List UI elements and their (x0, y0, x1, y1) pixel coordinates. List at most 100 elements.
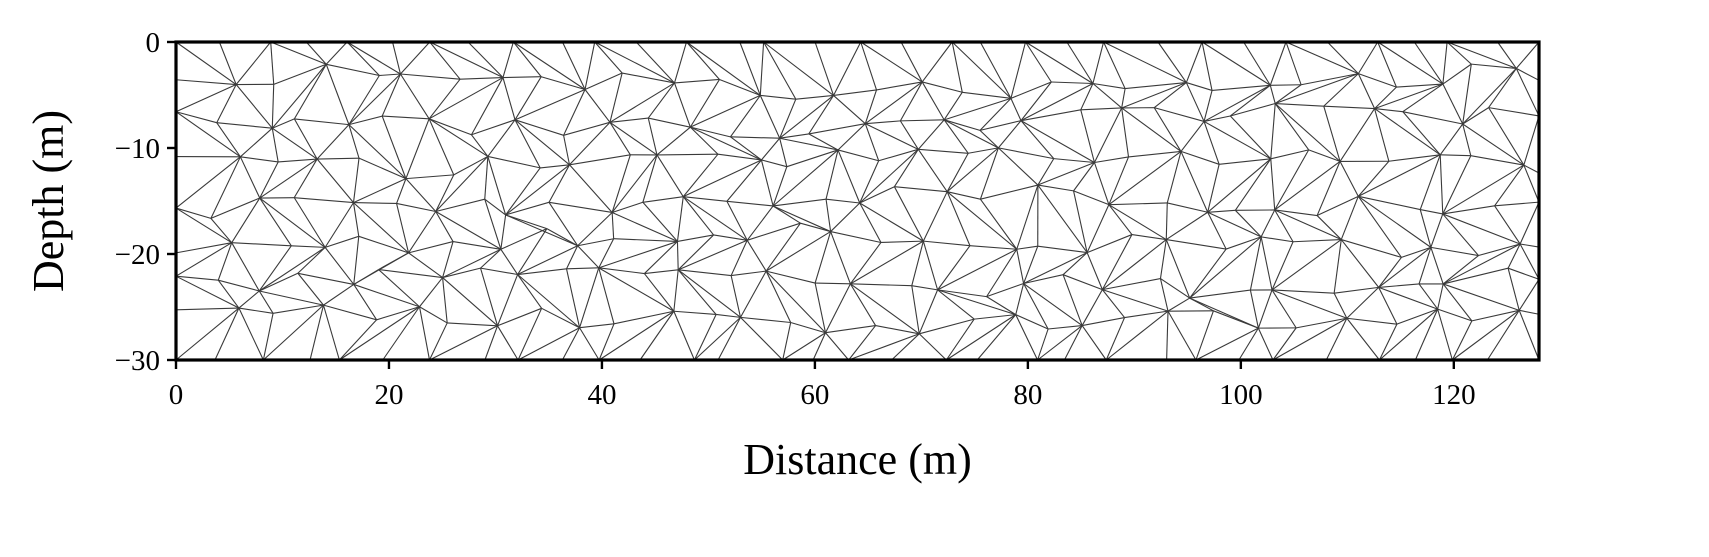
mesh-edge (716, 313, 741, 318)
mesh-edge (1186, 82, 1213, 91)
x-tick-label: 100 (1219, 379, 1263, 411)
mesh-edge (352, 202, 360, 237)
mesh-edge (1157, 41, 1187, 83)
mesh-edge (773, 198, 827, 207)
mesh-edge (479, 267, 499, 326)
mesh-edge (976, 314, 1017, 361)
mesh-edge (1327, 41, 1359, 75)
mesh-edge (1261, 236, 1294, 243)
mesh-edge (1160, 278, 1191, 299)
mesh-edge (1378, 287, 1398, 325)
mesh-edge (726, 159, 762, 202)
mesh-edge (175, 307, 239, 311)
mesh-edge (238, 290, 260, 309)
mesh-edge (864, 81, 923, 125)
mesh-edge (1016, 245, 1038, 250)
mesh-edge (997, 120, 1022, 149)
mesh-edge (259, 161, 279, 199)
mesh-edge (656, 126, 691, 156)
mesh-edge (673, 269, 679, 312)
mesh-edge (1341, 239, 1402, 258)
mesh-edge (677, 269, 741, 318)
mesh-edge (1062, 274, 1103, 291)
mesh-edge (1462, 68, 1517, 125)
mesh-edge (1037, 158, 1055, 186)
mesh-edge (946, 191, 971, 246)
y-tick-label: −30 (115, 345, 160, 377)
mesh-edge (1105, 317, 1126, 361)
mesh-edge (765, 222, 801, 272)
mesh-edge (293, 158, 318, 198)
mesh-edge (1016, 184, 1039, 250)
mesh-edge (1486, 310, 1520, 361)
mesh-edge (379, 73, 401, 77)
mesh-edge (348, 115, 383, 126)
mesh-edge (339, 306, 420, 361)
mesh-edge (1128, 150, 1182, 158)
mesh-edge (833, 95, 866, 125)
mesh-edge (175, 275, 240, 309)
mesh-edge (622, 72, 675, 84)
mesh-edge (353, 283, 420, 308)
mesh-edge (548, 202, 579, 247)
mesh-edge (1418, 283, 1439, 310)
mesh-edge (1272, 327, 1297, 361)
mesh-edge (175, 41, 237, 85)
mesh-edge (1015, 314, 1049, 330)
mesh-edge (1230, 102, 1276, 117)
mesh-edge (442, 277, 498, 327)
mesh-edge (577, 238, 614, 247)
mesh-edge (1092, 82, 1126, 90)
mesh-edge (175, 79, 237, 86)
mesh-edge (348, 124, 407, 180)
mesh-edge (1507, 243, 1521, 269)
mesh-edge (291, 245, 326, 248)
mesh-edge (210, 218, 233, 244)
mesh-edge (609, 122, 631, 156)
mesh-edge (859, 202, 924, 242)
mesh-edge (683, 196, 727, 202)
mesh-edge (1488, 68, 1517, 108)
mesh-edge (730, 136, 762, 161)
mesh-edge (502, 41, 514, 78)
mesh-edge (1323, 73, 1359, 107)
mesh-edge (682, 196, 715, 236)
mesh-edge (1016, 249, 1025, 284)
mesh-edge (1203, 115, 1231, 122)
mesh-edge (1195, 327, 1259, 361)
mesh-edge (1523, 164, 1540, 174)
mesh-edge (1153, 107, 1182, 152)
mesh-edge (825, 283, 851, 333)
mesh-edge (376, 306, 420, 321)
mesh-edge (945, 318, 975, 361)
mesh-edge (763, 41, 797, 100)
mesh-edge (673, 41, 688, 84)
mesh-edge (1234, 158, 1272, 211)
mesh-edge (642, 201, 678, 242)
mesh-edge (1180, 150, 1220, 165)
mesh-edge (1442, 205, 1495, 215)
mesh-edge (850, 283, 920, 335)
mesh-edge (1516, 67, 1540, 81)
mesh-edge (643, 273, 675, 312)
mesh-edge (1437, 283, 1444, 310)
mesh-edge (911, 285, 938, 291)
mesh-edge (739, 41, 761, 96)
mesh-edge (979, 129, 999, 149)
mesh-edge (859, 148, 919, 204)
mesh-edge (1167, 202, 1208, 213)
mesh-edge (1249, 289, 1259, 329)
mesh-edge (1339, 161, 1359, 197)
mesh-edge (1108, 150, 1182, 206)
y-tick-label: 0 (146, 27, 161, 59)
mesh-edge (800, 222, 831, 233)
mesh-edge (647, 117, 658, 156)
mesh-edge (235, 84, 273, 129)
mesh-edge (730, 240, 748, 276)
mesh-edge (1316, 195, 1359, 217)
mesh-edge (353, 284, 378, 321)
mesh-edge (1082, 317, 1125, 327)
mesh-edge (808, 95, 834, 135)
mesh-edge (951, 41, 1012, 99)
mesh-edge (1462, 123, 1472, 156)
